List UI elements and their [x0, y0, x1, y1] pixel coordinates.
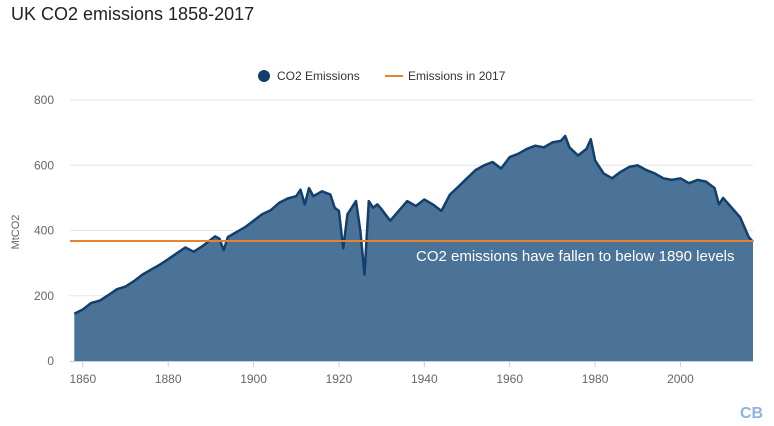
y-axis-label: MtCO2 [10, 215, 22, 250]
x-tick-label: 1940 [411, 372, 438, 386]
legend-marker-co2-emissions [258, 70, 270, 82]
y-tick-label: 800 [34, 93, 54, 107]
x-tick-label: 1860 [69, 372, 96, 386]
chart-title: UK CO2 emissions 1858-2017 [11, 4, 255, 24]
y-tick-label: 0 [47, 354, 54, 368]
x-tick-label: 1960 [496, 372, 523, 386]
x-tick-label: 1920 [326, 372, 353, 386]
y-tick-label: 600 [34, 158, 54, 172]
legend: CO2 Emissions Emissions in 2017 [258, 69, 506, 83]
x-tick-label: 1980 [582, 372, 609, 386]
series-area [73, 134, 754, 361]
y-tick-label: 400 [34, 224, 54, 238]
x-tick-label: 1880 [155, 372, 182, 386]
x-tick-label: 1900 [240, 372, 267, 386]
y-tick-label: 200 [34, 289, 54, 303]
emissions-area [74, 135, 754, 361]
y-axis: 0 200 400 600 800 [34, 93, 54, 368]
cb-logo: CB [740, 405, 763, 422]
annotation-text: CO2 emissions have fallen to below 1890 … [416, 248, 735, 265]
emissions-line [73, 134, 754, 315]
x-tick-label: 2000 [667, 372, 694, 386]
x-axis: 1860 1880 1900 1920 1940 1960 1980 2000 [69, 361, 753, 386]
legend-label-emissions-2017[interactable]: Emissions in 2017 [408, 69, 506, 83]
legend-label-co2-emissions[interactable]: CO2 Emissions [277, 69, 360, 83]
